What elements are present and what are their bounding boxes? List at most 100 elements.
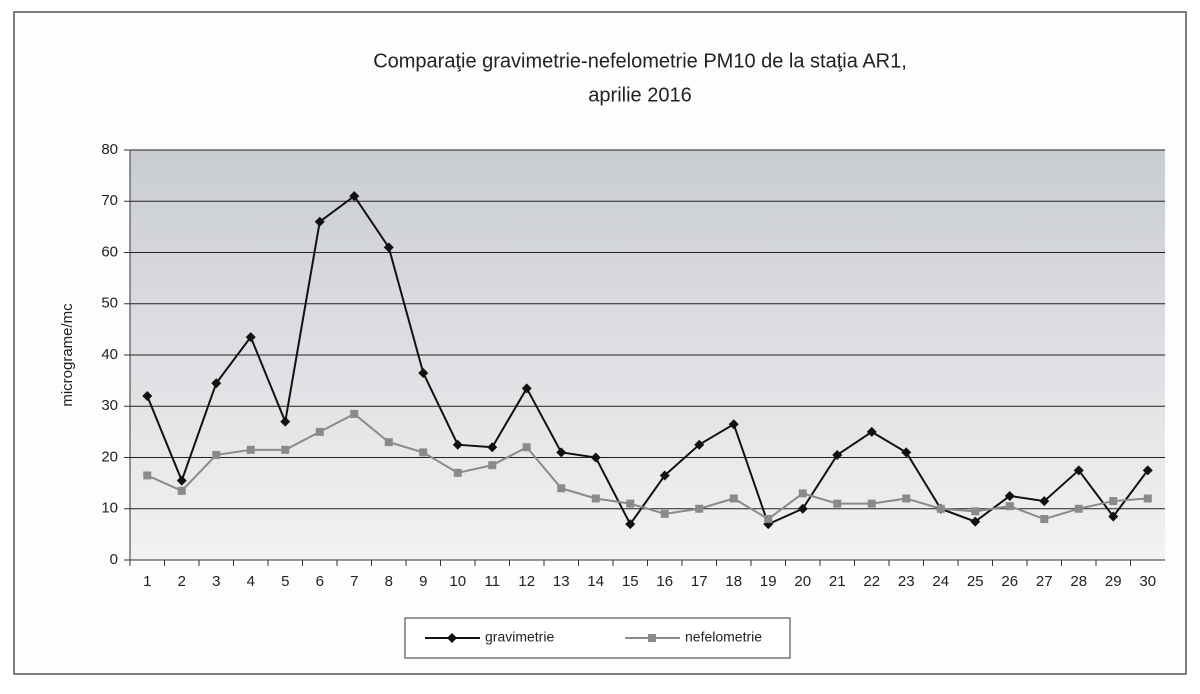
y-tick-label: 10 bbox=[101, 500, 118, 517]
marker bbox=[971, 507, 980, 516]
marker bbox=[970, 516, 981, 527]
marker bbox=[418, 367, 429, 378]
marker bbox=[315, 427, 324, 436]
marker bbox=[1004, 490, 1015, 501]
chart-title: Comparaţie gravimetrie-nefelometrie PM10… bbox=[373, 50, 907, 72]
x-tick-label: 14 bbox=[587, 573, 604, 590]
x-tick-label: 10 bbox=[449, 573, 466, 590]
x-tick-label: 1 bbox=[143, 573, 151, 590]
y-tick-label: 20 bbox=[101, 448, 118, 465]
y-tick-label: 0 bbox=[110, 551, 118, 568]
marker bbox=[176, 475, 187, 486]
y-tick-label: 70 bbox=[101, 192, 118, 209]
y-tick-label: 40 bbox=[101, 346, 118, 363]
x-tick-label: 15 bbox=[622, 573, 639, 590]
marker bbox=[1073, 465, 1084, 476]
marker bbox=[1108, 511, 1119, 522]
marker bbox=[452, 439, 463, 450]
chart-subtitle: aprilie 2016 bbox=[588, 84, 691, 106]
x-tick-label: 6 bbox=[316, 573, 324, 590]
x-tick-label: 29 bbox=[1105, 573, 1122, 590]
marker bbox=[212, 450, 221, 459]
x-tick-label: 23 bbox=[898, 573, 915, 590]
marker bbox=[453, 468, 462, 477]
marker bbox=[488, 461, 497, 470]
marker bbox=[626, 499, 635, 508]
marker bbox=[142, 391, 153, 401]
marker bbox=[695, 504, 704, 513]
x-tick-label: 28 bbox=[1070, 573, 1087, 590]
marker bbox=[419, 448, 428, 457]
x-tick-label: 2 bbox=[178, 573, 186, 590]
marker bbox=[1143, 494, 1152, 503]
y-tick-label: 50 bbox=[101, 295, 118, 312]
marker bbox=[556, 447, 567, 458]
marker bbox=[245, 332, 256, 343]
marker bbox=[384, 438, 393, 447]
marker bbox=[798, 489, 807, 498]
x-tick-label: 22 bbox=[863, 573, 880, 590]
marker bbox=[867, 499, 876, 508]
marker bbox=[728, 419, 739, 430]
marker bbox=[591, 494, 600, 503]
series-line bbox=[146, 412, 1148, 521]
marker bbox=[625, 519, 636, 530]
marker bbox=[487, 442, 498, 453]
series-line bbox=[146, 194, 1149, 527]
marker bbox=[764, 515, 773, 523]
marker bbox=[1039, 496, 1050, 507]
marker bbox=[280, 416, 291, 427]
marker bbox=[648, 634, 656, 642]
x-tick-label: 26 bbox=[1001, 573, 1018, 590]
x-tick-label: 13 bbox=[553, 573, 570, 590]
marker bbox=[521, 383, 532, 394]
marker bbox=[729, 494, 738, 503]
x-tick-label: 27 bbox=[1036, 573, 1053, 590]
x-tick-label: 24 bbox=[932, 573, 949, 590]
marker bbox=[177, 486, 186, 495]
marker bbox=[694, 439, 705, 450]
marker bbox=[833, 499, 842, 508]
marker bbox=[143, 471, 152, 480]
marker bbox=[383, 242, 394, 253]
marker bbox=[522, 443, 531, 452]
legend-label: gravimetrie bbox=[485, 629, 554, 645]
x-tick-label: 30 bbox=[1139, 573, 1156, 590]
x-tick-label: 4 bbox=[247, 573, 255, 590]
x-tick-label: 11 bbox=[484, 573, 500, 590]
x-tick-label: 9 bbox=[419, 573, 427, 590]
x-tick-label: 8 bbox=[385, 573, 393, 590]
marker bbox=[901, 447, 912, 458]
marker bbox=[902, 494, 911, 503]
marker bbox=[1074, 504, 1083, 513]
x-tick-label: 25 bbox=[967, 573, 984, 590]
marker bbox=[211, 378, 222, 389]
marker bbox=[557, 484, 566, 493]
marker bbox=[866, 426, 877, 437]
x-tick-label: 5 bbox=[281, 573, 289, 590]
marker bbox=[832, 449, 843, 460]
marker bbox=[246, 445, 255, 454]
x-tick-label: 20 bbox=[794, 573, 811, 590]
y-tick-label: 80 bbox=[101, 141, 118, 158]
marker bbox=[1040, 515, 1049, 523]
x-tick-label: 21 bbox=[829, 573, 846, 590]
x-tick-label: 12 bbox=[518, 573, 535, 590]
marker bbox=[936, 504, 945, 513]
marker bbox=[660, 509, 669, 518]
y-axis-label: micrograme/mc bbox=[59, 303, 76, 407]
marker bbox=[349, 191, 360, 202]
legend: gravimetrie nefelometrie bbox=[404, 617, 791, 659]
marker bbox=[447, 633, 457, 643]
x-tick-label: 17 bbox=[691, 573, 708, 590]
x-tick-label: 18 bbox=[725, 573, 742, 590]
marker bbox=[1109, 497, 1118, 506]
marker bbox=[281, 445, 290, 454]
marker bbox=[314, 216, 325, 227]
x-tick-label: 3 bbox=[212, 573, 220, 590]
y-tick-label: 30 bbox=[101, 397, 118, 414]
marker bbox=[797, 503, 808, 514]
legend-label: nefelometrie bbox=[685, 629, 762, 645]
marker bbox=[350, 409, 359, 418]
